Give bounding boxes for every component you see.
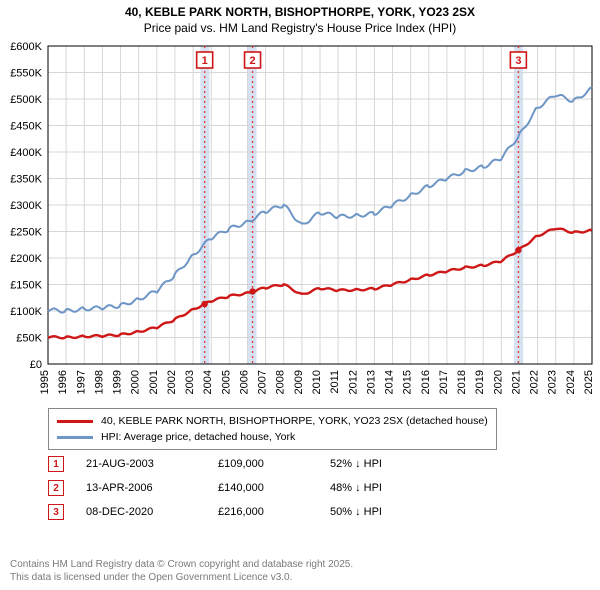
svg-text:2018: 2018 <box>456 370 468 394</box>
attribution-line1: Contains HM Land Registry data © Crown c… <box>10 558 353 571</box>
svg-text:£250K: £250K <box>10 227 42 239</box>
marker-price: £109,000 <box>218 458 308 470</box>
svg-text:2008: 2008 <box>275 370 287 394</box>
marker-date: 21-AUG-2003 <box>86 458 196 470</box>
marker-row: 1 21-AUG-2003 £109,000 52% ↓ HPI <box>48 452 382 476</box>
svg-text:1997: 1997 <box>75 370 87 394</box>
chart-title: 40, KEBLE PARK NORTH, BISHOPTHORPE, YORK… <box>0 0 600 20</box>
marker-date: 08-DEC-2020 <box>86 506 196 518</box>
svg-text:2002: 2002 <box>166 370 178 394</box>
svg-text:2014: 2014 <box>384 370 396 394</box>
svg-text:2011: 2011 <box>329 370 341 394</box>
svg-text:2003: 2003 <box>184 370 196 394</box>
legend-row: 40, KEBLE PARK NORTH, BISHOPTHORPE, YORK… <box>57 413 488 429</box>
chart-subtitle: Price paid vs. HM Land Registry's House … <box>0 20 600 36</box>
svg-text:1999: 1999 <box>112 370 124 394</box>
svg-text:1: 1 <box>202 55 208 67</box>
svg-text:2013: 2013 <box>365 370 377 394</box>
svg-text:£100K: £100K <box>10 306 42 318</box>
svg-text:2000: 2000 <box>130 370 142 394</box>
svg-text:2: 2 <box>249 55 255 67</box>
svg-text:2025: 2025 <box>583 370 595 394</box>
attribution: Contains HM Land Registry data © Crown c… <box>10 558 353 584</box>
marker-date: 13-APR-2006 <box>86 482 196 494</box>
marker-number-box: 1 <box>48 456 64 472</box>
legend: 40, KEBLE PARK NORTH, BISHOPTHORPE, YORK… <box>48 408 497 450</box>
svg-text:£550K: £550K <box>10 68 42 80</box>
svg-text:2006: 2006 <box>238 370 250 394</box>
marker-price: £140,000 <box>218 482 308 494</box>
svg-text:2019: 2019 <box>474 370 486 394</box>
legend-swatch <box>57 436 93 439</box>
legend-row: HPI: Average price, detached house, York <box>57 429 488 445</box>
marker-price: £216,000 <box>218 506 308 518</box>
svg-text:£50K: £50K <box>16 333 42 345</box>
svg-text:2024: 2024 <box>565 370 577 394</box>
svg-text:2021: 2021 <box>510 370 522 394</box>
svg-text:£400K: £400K <box>10 147 42 159</box>
svg-text:£600K: £600K <box>10 41 42 53</box>
sale-markers-table: 1 21-AUG-2003 £109,000 52% ↓ HPI 2 13-APR-200… <box>48 452 382 524</box>
legend-label: 40, KEBLE PARK NORTH, BISHOPTHORPE, YORK… <box>101 413 488 429</box>
price-chart: £0 £50K £100K £150K £200K £250K £300K £350K £400… <box>0 40 600 400</box>
marker-delta: 50% ↓ HPI <box>330 506 382 518</box>
svg-text:2001: 2001 <box>148 370 160 394</box>
svg-text:£350K: £350K <box>10 174 42 186</box>
svg-text:2017: 2017 <box>438 370 450 394</box>
svg-text:£150K: £150K <box>10 280 42 292</box>
legend-swatch <box>57 420 93 423</box>
marker-row: 3 08-DEC-2020 £216,000 50% ↓ HPI <box>48 500 382 524</box>
svg-text:2016: 2016 <box>420 370 432 394</box>
svg-text:2009: 2009 <box>293 370 305 394</box>
svg-text:£300K: £300K <box>10 200 42 212</box>
svg-text:£450K: £450K <box>10 121 42 133</box>
attribution-line2: This data is licensed under the Open Gov… <box>10 571 353 584</box>
svg-text:2005: 2005 <box>220 370 232 394</box>
svg-text:2023: 2023 <box>547 370 559 394</box>
svg-text:1996: 1996 <box>57 370 69 394</box>
marker-row: 2 13-APR-2006 £140,000 48% ↓ HPI <box>48 476 382 500</box>
svg-text:3: 3 <box>515 55 521 67</box>
svg-text:£500K: £500K <box>10 94 42 106</box>
svg-text:2007: 2007 <box>257 370 269 394</box>
svg-text:2015: 2015 <box>402 370 414 394</box>
svg-text:2004: 2004 <box>202 370 214 394</box>
svg-text:1998: 1998 <box>93 370 105 394</box>
svg-text:2012: 2012 <box>347 370 359 394</box>
svg-text:1995: 1995 <box>39 370 51 394</box>
marker-delta: 52% ↓ HPI <box>330 458 382 470</box>
svg-text:2022: 2022 <box>529 370 541 394</box>
svg-text:2010: 2010 <box>311 370 323 394</box>
svg-text:£0: £0 <box>30 359 42 371</box>
svg-text:2020: 2020 <box>492 370 504 394</box>
marker-number-box: 3 <box>48 504 64 520</box>
legend-label: HPI: Average price, detached house, York <box>101 429 295 445</box>
svg-text:£200K: £200K <box>10 253 42 265</box>
marker-number-box: 2 <box>48 480 64 496</box>
marker-delta: 48% ↓ HPI <box>330 482 382 494</box>
